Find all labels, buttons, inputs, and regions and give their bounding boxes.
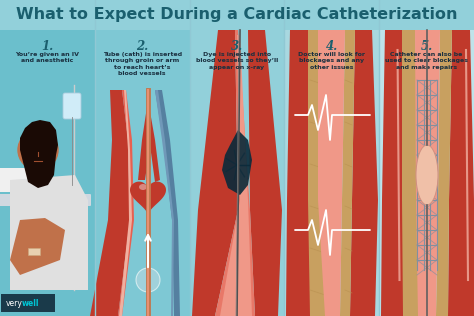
Text: What to Expect During a Cardiac Catheterization: What to Expect During a Cardiac Catheter… (16, 7, 458, 21)
Polygon shape (448, 30, 474, 316)
Polygon shape (381, 30, 408, 316)
Polygon shape (248, 30, 282, 316)
Polygon shape (340, 30, 355, 316)
Polygon shape (350, 30, 378, 316)
Text: You’re given an IV
and anesthetic: You’re given an IV and anesthetic (15, 52, 80, 64)
Polygon shape (415, 30, 440, 316)
Polygon shape (318, 30, 345, 316)
Polygon shape (90, 90, 130, 316)
FancyBboxPatch shape (0, 194, 91, 206)
Text: 5.: 5. (420, 40, 433, 53)
Text: 3.: 3. (231, 40, 243, 53)
Polygon shape (115, 90, 134, 316)
Bar (0, 30, 95, 316)
Text: Catheter can also be
used to clear blockages
and make repairs: Catheter can also be used to clear block… (385, 52, 468, 70)
Polygon shape (222, 130, 252, 195)
Circle shape (136, 268, 160, 292)
Polygon shape (20, 120, 58, 188)
Bar (284, 30, 379, 316)
Text: 1.: 1. (41, 40, 54, 53)
Text: Dye is injected into
blood vessels so they’ll
appear on x-ray: Dye is injected into blood vessels so th… (196, 52, 278, 70)
FancyBboxPatch shape (63, 93, 81, 119)
Bar (0, 0, 474, 30)
Circle shape (18, 130, 58, 170)
Polygon shape (118, 90, 132, 316)
Polygon shape (402, 30, 420, 316)
Text: well: well (22, 299, 39, 307)
Polygon shape (215, 30, 255, 316)
Polygon shape (130, 182, 166, 215)
FancyBboxPatch shape (32, 167, 44, 181)
Bar (95, 30, 190, 316)
Bar (379, 30, 474, 316)
Polygon shape (10, 218, 65, 275)
Ellipse shape (416, 145, 438, 205)
Text: Doctor will look for
blockages and any
other issues: Doctor will look for blockages and any o… (298, 52, 365, 70)
Bar (28, 248, 40, 255)
Polygon shape (308, 30, 325, 316)
Text: Tube (cath) is inserted
through groin or arm
to reach heart’s
blood vessels: Tube (cath) is inserted through groin or… (103, 52, 182, 76)
Polygon shape (220, 35, 252, 316)
Polygon shape (286, 30, 315, 316)
Bar (190, 30, 284, 316)
Polygon shape (155, 90, 180, 316)
Text: very: very (6, 299, 23, 307)
Text: 2.: 2. (136, 40, 148, 53)
Polygon shape (155, 90, 174, 316)
FancyBboxPatch shape (0, 168, 27, 192)
Ellipse shape (139, 184, 147, 190)
Polygon shape (436, 30, 452, 316)
Polygon shape (10, 175, 88, 290)
Text: 4.: 4. (326, 40, 338, 53)
Polygon shape (192, 30, 238, 316)
Polygon shape (138, 100, 160, 182)
FancyBboxPatch shape (1, 294, 55, 312)
